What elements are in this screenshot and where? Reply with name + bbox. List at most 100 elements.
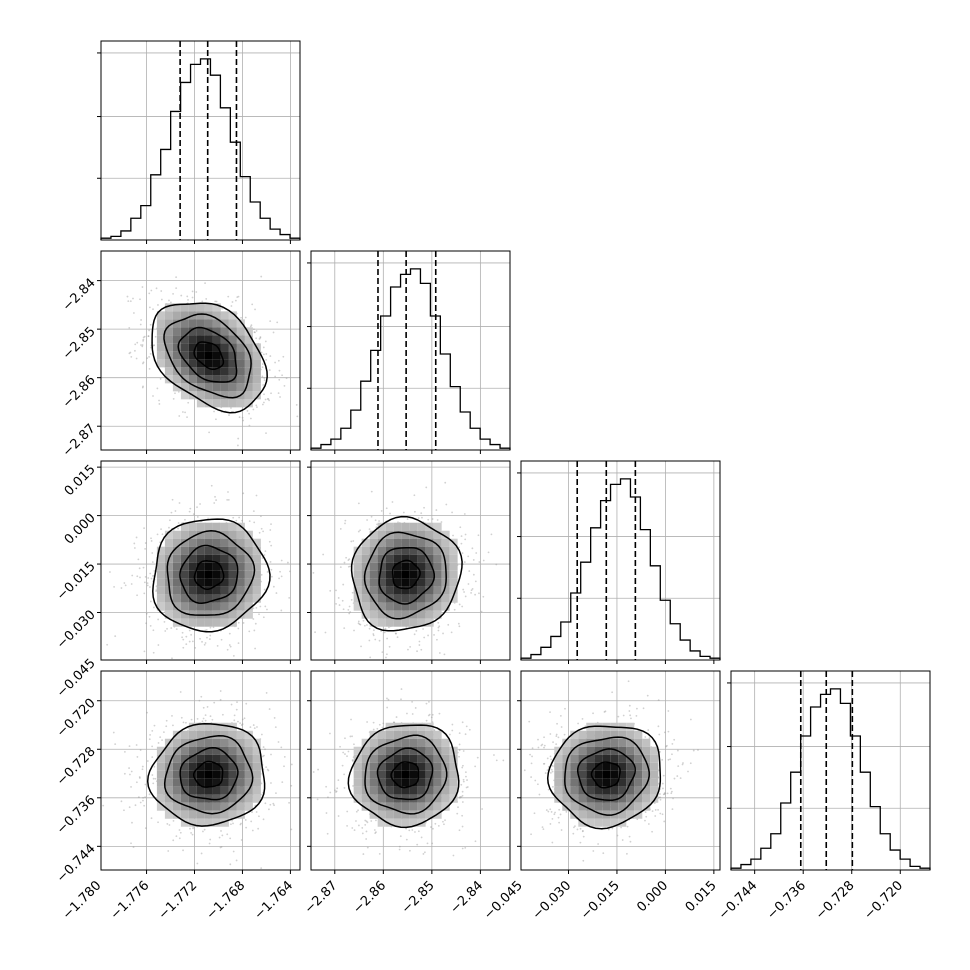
density-cell	[425, 530, 434, 539]
density-cell	[236, 786, 245, 795]
scatter-point	[366, 624, 368, 626]
scatter-point	[339, 745, 341, 748]
scatter-point	[151, 729, 154, 732]
scatter-point	[264, 605, 267, 608]
scatter-point	[143, 650, 146, 653]
scatter-point	[141, 345, 144, 348]
scatter-point	[262, 746, 265, 748]
density-cell	[196, 335, 205, 344]
scatter-point	[166, 627, 168, 630]
scatter-point	[253, 328, 255, 331]
scatter-point	[258, 613, 260, 616]
scatter-point	[236, 701, 238, 704]
density-contour	[193, 341, 225, 371]
density-cell	[156, 311, 165, 320]
scatter-point	[426, 842, 429, 845]
scatter-point	[270, 575, 273, 578]
scatter-point	[411, 713, 414, 715]
scatter-point	[152, 344, 155, 347]
density-cell	[188, 730, 197, 739]
density-cell	[172, 738, 181, 747]
scatter-point	[245, 702, 248, 705]
scatter-point	[289, 570, 291, 573]
density-cell	[172, 786, 181, 795]
scatter-point	[184, 518, 186, 521]
scatter-point	[109, 571, 111, 573]
scatter-point	[418, 644, 421, 646]
scatter-point	[152, 575, 154, 577]
scatter-point	[337, 597, 340, 599]
scatter-point	[208, 431, 211, 434]
scatter-point	[229, 645, 232, 648]
density-cell	[164, 327, 173, 336]
scatter-point	[194, 647, 197, 649]
density-cell	[172, 610, 181, 619]
scatter-point	[147, 335, 150, 338]
density-cell	[188, 375, 197, 384]
scatter-point	[414, 707, 417, 709]
scatter-point	[351, 591, 354, 594]
density-cell	[188, 351, 197, 360]
scatter-point	[351, 760, 354, 762]
scatter-point	[182, 646, 185, 649]
scatter-point	[144, 542, 147, 544]
scatter-point	[427, 518, 430, 521]
scatter-point	[242, 492, 245, 495]
scatter-point	[251, 303, 254, 306]
scatter-point	[229, 837, 232, 840]
density-cell	[449, 546, 458, 555]
scatter-point	[339, 528, 342, 530]
density-cell	[212, 570, 221, 579]
scatter-point	[242, 419, 245, 422]
scatter-point	[447, 623, 450, 626]
scatter-point	[232, 850, 235, 853]
scatter-point	[155, 590, 158, 592]
density-cell	[228, 770, 237, 779]
density-cell	[220, 602, 229, 611]
density-cell	[196, 343, 205, 352]
scatter-point	[357, 502, 360, 505]
scatter-point	[362, 853, 365, 855]
scatter-point	[141, 344, 144, 346]
scatter-point	[221, 307, 223, 310]
scatter-point	[228, 414, 230, 416]
density-cell	[409, 618, 418, 627]
density-cell	[212, 602, 221, 611]
scatter-point	[191, 290, 194, 293]
scatter-point	[314, 631, 316, 634]
scatter-point	[266, 571, 269, 573]
scatter-point	[277, 359, 280, 362]
scatter-point	[254, 331, 256, 334]
density-cell	[244, 399, 253, 408]
density-cell	[156, 319, 165, 328]
scatter-point	[470, 592, 472, 594]
scatter-point	[427, 714, 430, 717]
scatter-point	[263, 393, 265, 396]
scatter-point	[141, 768, 144, 771]
scatter-point	[237, 295, 240, 298]
density-cell	[425, 610, 434, 619]
scatter-point	[155, 589, 158, 591]
scatter-point	[216, 644, 219, 647]
density-cell	[172, 343, 181, 352]
scatter-point	[182, 849, 184, 852]
scatter-point	[275, 592, 278, 594]
scatter-point	[277, 741, 280, 743]
scatter-point	[385, 653, 388, 656]
scatter-point	[130, 842, 132, 845]
scatter-point	[188, 629, 191, 632]
density-cell	[180, 319, 189, 328]
density-cell	[385, 578, 394, 587]
scatter-point	[277, 392, 280, 395]
density-cell	[188, 359, 197, 368]
density-cell	[252, 786, 261, 795]
density-cell	[204, 522, 213, 531]
scatter-point	[148, 356, 150, 358]
scatter-point	[255, 337, 258, 340]
scatter-point	[464, 538, 467, 541]
scatter-point	[408, 829, 411, 832]
scatter-point	[249, 325, 252, 328]
density-cell	[196, 383, 205, 392]
scatter-point	[462, 588, 465, 591]
